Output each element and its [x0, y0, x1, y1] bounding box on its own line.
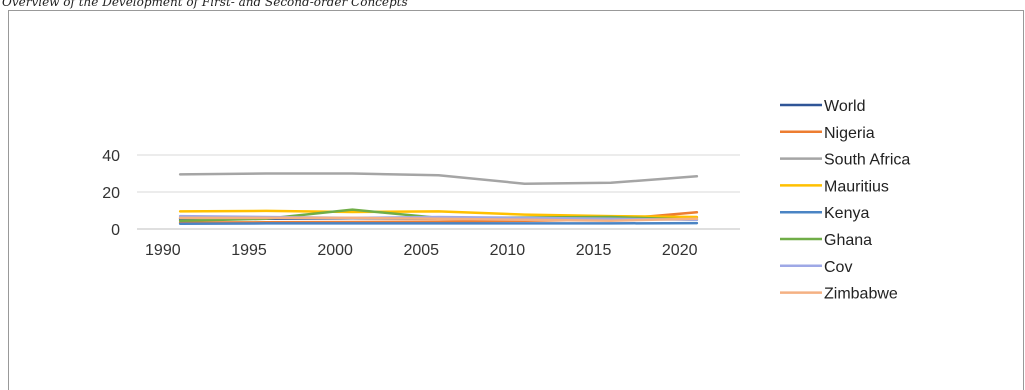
chart-frame	[8, 10, 1024, 390]
legend-label-nigeria: Nigeria	[824, 125, 875, 142]
series-line-zimbabwe	[178, 216, 699, 222]
x-tick-label: 2010	[490, 242, 526, 259]
series-line-south-africa	[178, 172, 699, 185]
legend-label-cov: Cov	[824, 259, 852, 276]
legend-label-mauritius: Mauritius	[824, 178, 889, 195]
x-tick-label: 2020	[662, 242, 698, 259]
y-tick-label: 40	[102, 148, 120, 165]
x-tick-label: 1990	[145, 242, 181, 259]
legend-label-kenya: Kenya	[824, 205, 869, 222]
legend-label-world: World	[824, 98, 866, 115]
figure-caption: Overview of the Development of First- an…	[2, 0, 408, 9]
x-tick-label: 2015	[576, 242, 612, 259]
legend-label-zimbabwe: Zimbabwe	[824, 286, 898, 303]
series-line-kenya	[178, 221, 699, 226]
x-tick-label: 2000	[317, 242, 353, 259]
legend-label-ghana: Ghana	[824, 232, 872, 249]
legend-label-south-africa: South Africa	[824, 152, 910, 169]
line-chart: 1990 1995 2000 2005 2010 2015 2020 0 20 40 World…	[102, 98, 910, 303]
y-tick-label: 0	[111, 222, 120, 239]
x-tick-label: 2005	[403, 242, 439, 259]
x-tick-label: 1995	[231, 242, 267, 259]
y-tick-label: 20	[102, 185, 120, 202]
